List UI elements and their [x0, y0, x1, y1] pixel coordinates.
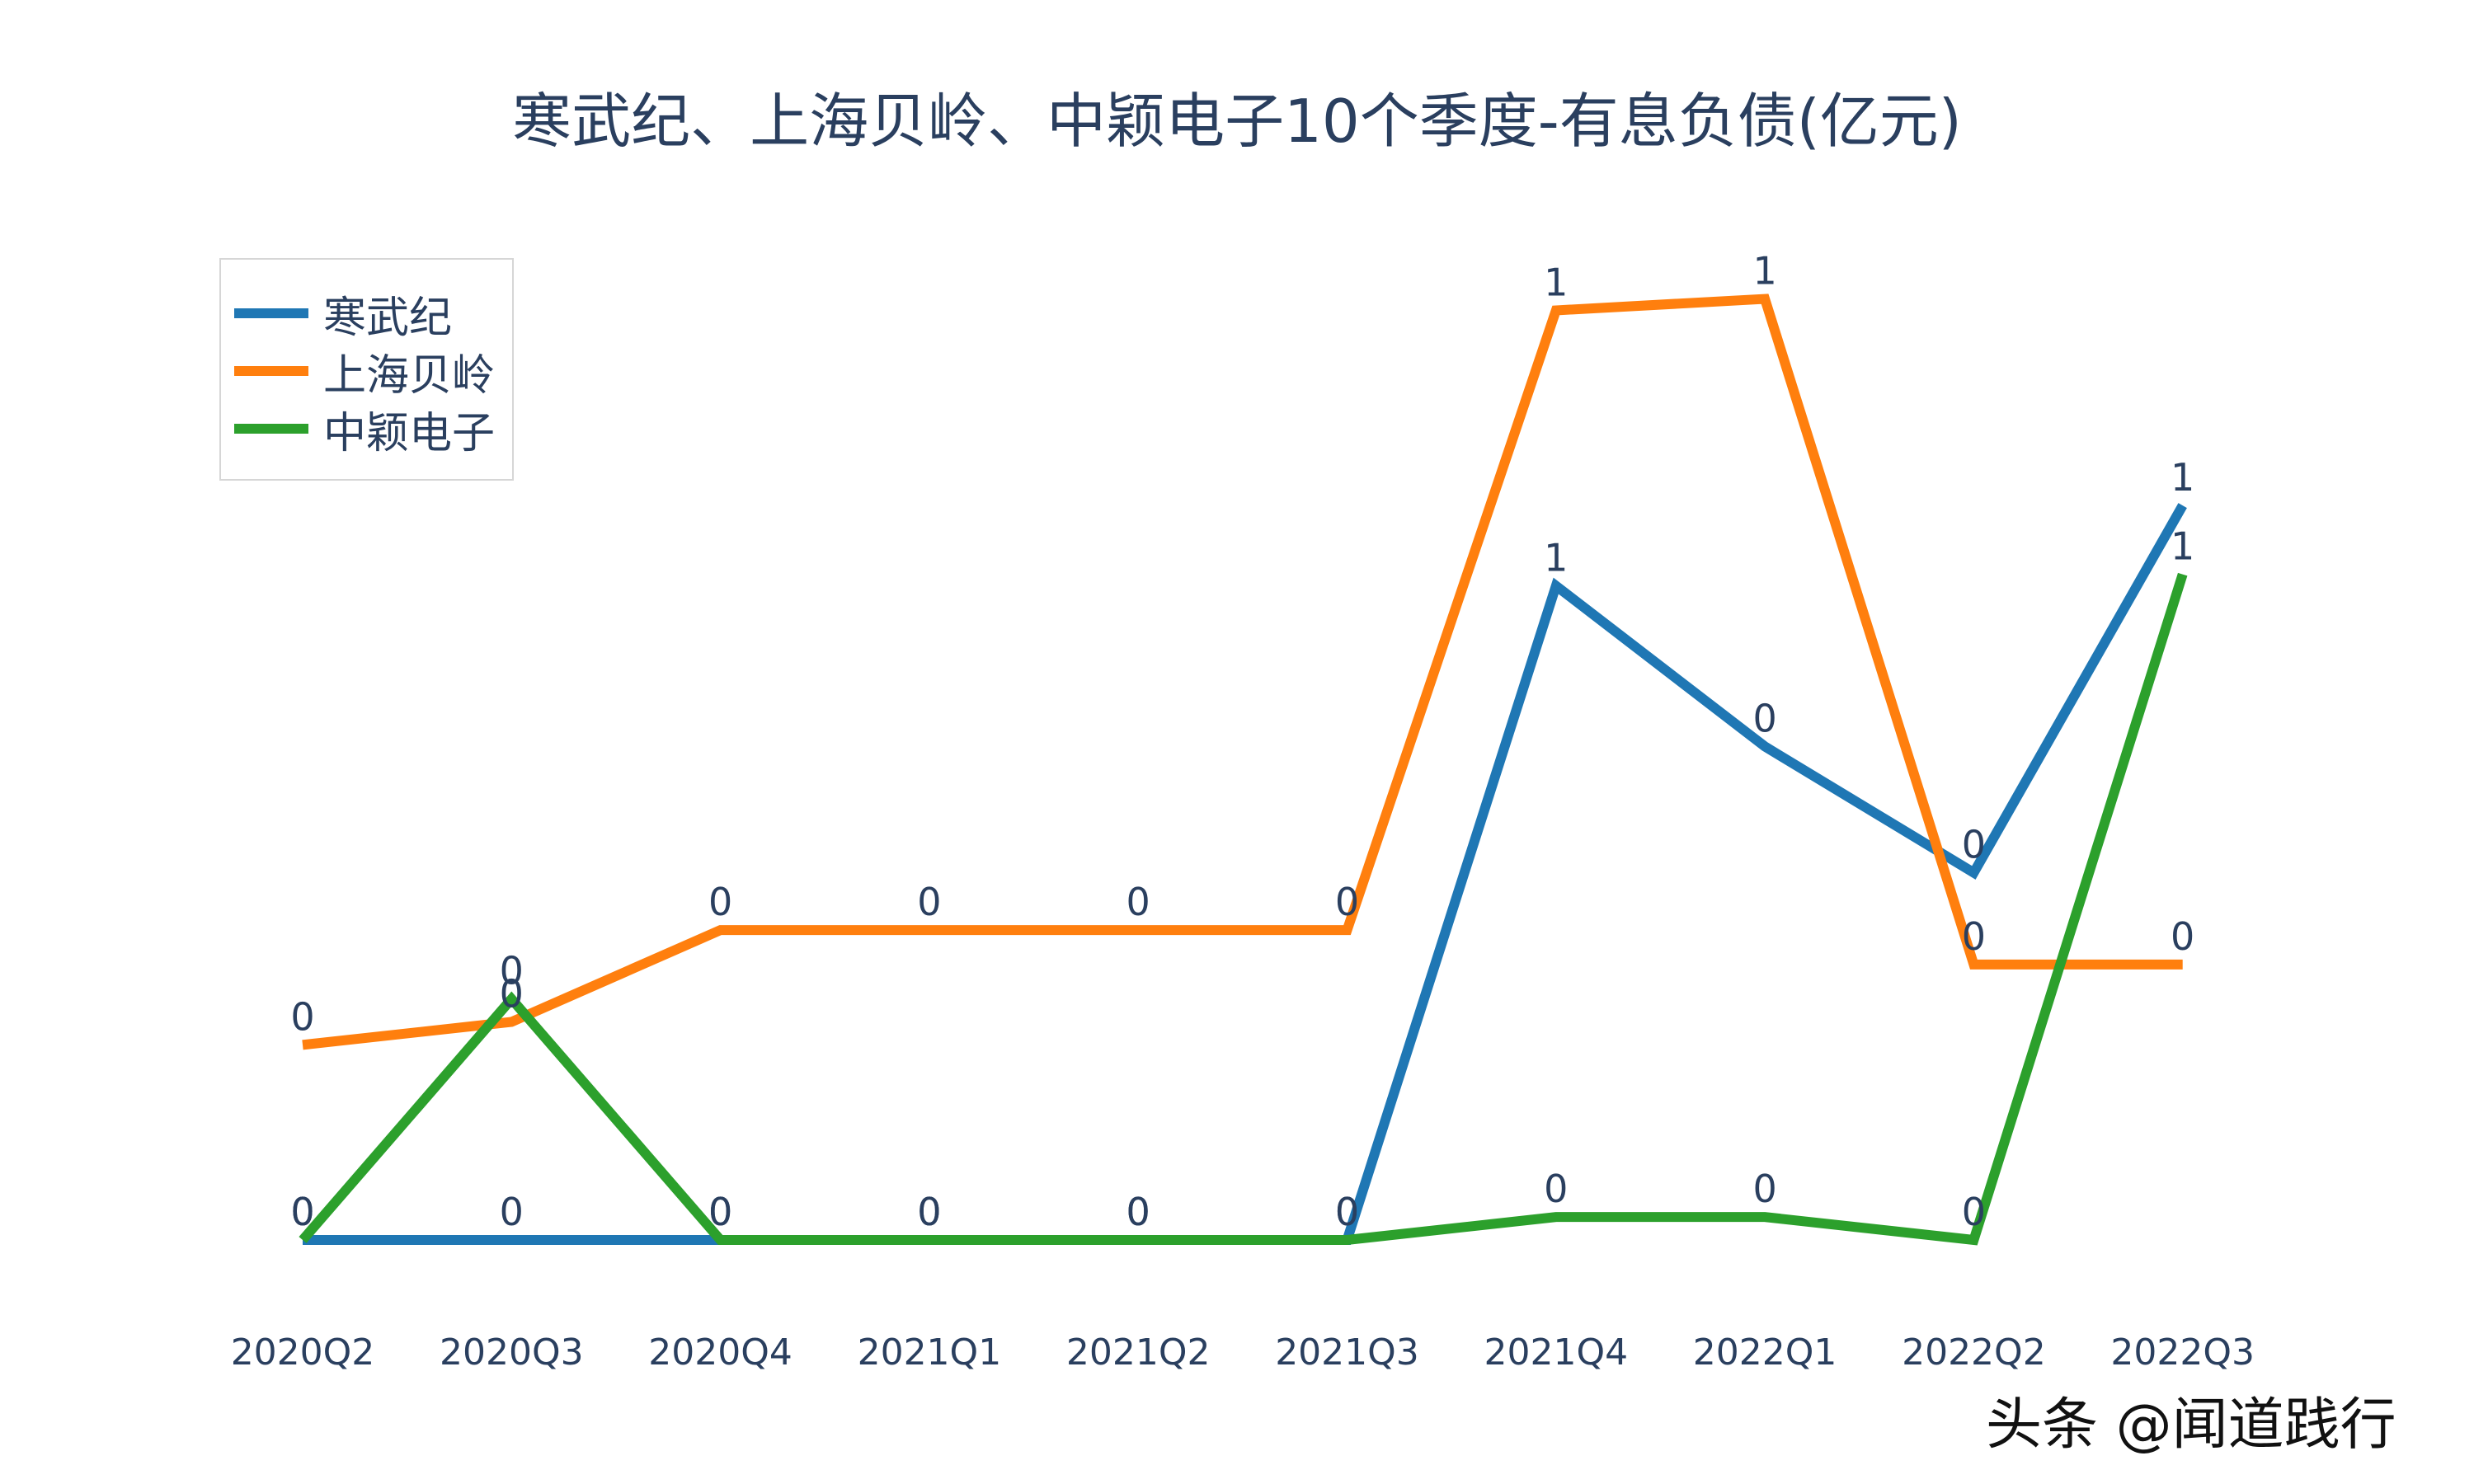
series-line-0[interactable]: [303, 503, 2187, 1245]
data-label: 0: [708, 880, 732, 924]
data-label: 0: [2171, 914, 2194, 959]
legend: 寒武纪 上海贝岭 中颖电子: [219, 258, 514, 481]
legend-item-shanghai-belling[interactable]: 上海贝岭: [234, 342, 496, 401]
x-tick-label: 2021Q2: [1065, 1331, 1211, 1374]
data-label: 0: [1126, 880, 1150, 924]
x-tick-label: 2020Q2: [230, 1331, 375, 1374]
x-tick-label: 2022Q2: [1902, 1331, 2046, 1374]
data-label: 1: [2171, 524, 2194, 569]
data-label: 0: [708, 1190, 732, 1234]
data-label: 0: [1335, 1190, 1359, 1234]
data-label: 0: [1126, 1190, 1150, 1234]
data-label: 0: [708, 1190, 732, 1234]
data-label: 0: [290, 1190, 314, 1234]
data-label: 0: [1962, 914, 1986, 959]
data-label: 0: [500, 1190, 524, 1234]
data-label: 1: [1544, 536, 1568, 580]
legend-swatch-orange: [234, 366, 308, 376]
data-label: 0: [290, 1190, 314, 1234]
data-label: 0: [1962, 1190, 1986, 1234]
x-tick-label: 2021Q4: [1484, 1331, 1629, 1374]
data-label: 0: [1752, 1167, 1776, 1211]
data-label: 0: [500, 949, 524, 993]
watermark: 头条 @闻道践行: [1986, 1392, 2396, 1458]
data-label: 0: [1335, 1190, 1359, 1234]
data-label: 1: [1752, 249, 1776, 294]
data-label: 0: [1335, 880, 1359, 924]
legend-swatch-blue: [234, 308, 308, 318]
data-label: 0: [290, 994, 314, 1039]
x-tick-label: 2022Q3: [2110, 1331, 2255, 1374]
data-label: 0: [917, 880, 941, 924]
legend-swatch-green: [234, 424, 308, 434]
data-label: 1: [1544, 260, 1568, 304]
legend-label: 上海贝岭: [323, 350, 496, 401]
x-tick-label: 2022Q1: [1692, 1331, 1837, 1374]
x-tick-label: 2021Q3: [1275, 1331, 1419, 1374]
series-lines: [299, 294, 2188, 1246]
data-label: 0: [917, 1190, 941, 1234]
data-label: 0: [917, 1190, 941, 1234]
series-line-1[interactable]: [302, 294, 2183, 1050]
data-label: 1: [2171, 455, 2194, 500]
data-label: 0: [1962, 823, 1986, 867]
x-tick-label: 2021Q1: [857, 1331, 1002, 1374]
data-label: 0: [1126, 1190, 1150, 1234]
legend-label: 寒武纪: [323, 293, 453, 343]
chart-title: 寒武纪、上海贝岭、中颖电子10个季度-有息负债(亿元): [512, 87, 1962, 156]
data-label: 0: [1752, 696, 1776, 740]
x-tick-label: 2020Q3: [439, 1331, 584, 1374]
legend-item-sinowealth[interactable]: 中颖电子: [234, 400, 495, 458]
data-label: 0: [500, 972, 524, 1017]
series-line-2[interactable]: [299, 572, 2188, 1246]
legend-item-cambricon[interactable]: 寒武纪: [234, 284, 453, 343]
x-tick-label: 2020Q4: [648, 1331, 793, 1374]
data-label: 0: [1544, 1167, 1568, 1211]
legend-label: 中颖电子: [323, 408, 496, 458]
